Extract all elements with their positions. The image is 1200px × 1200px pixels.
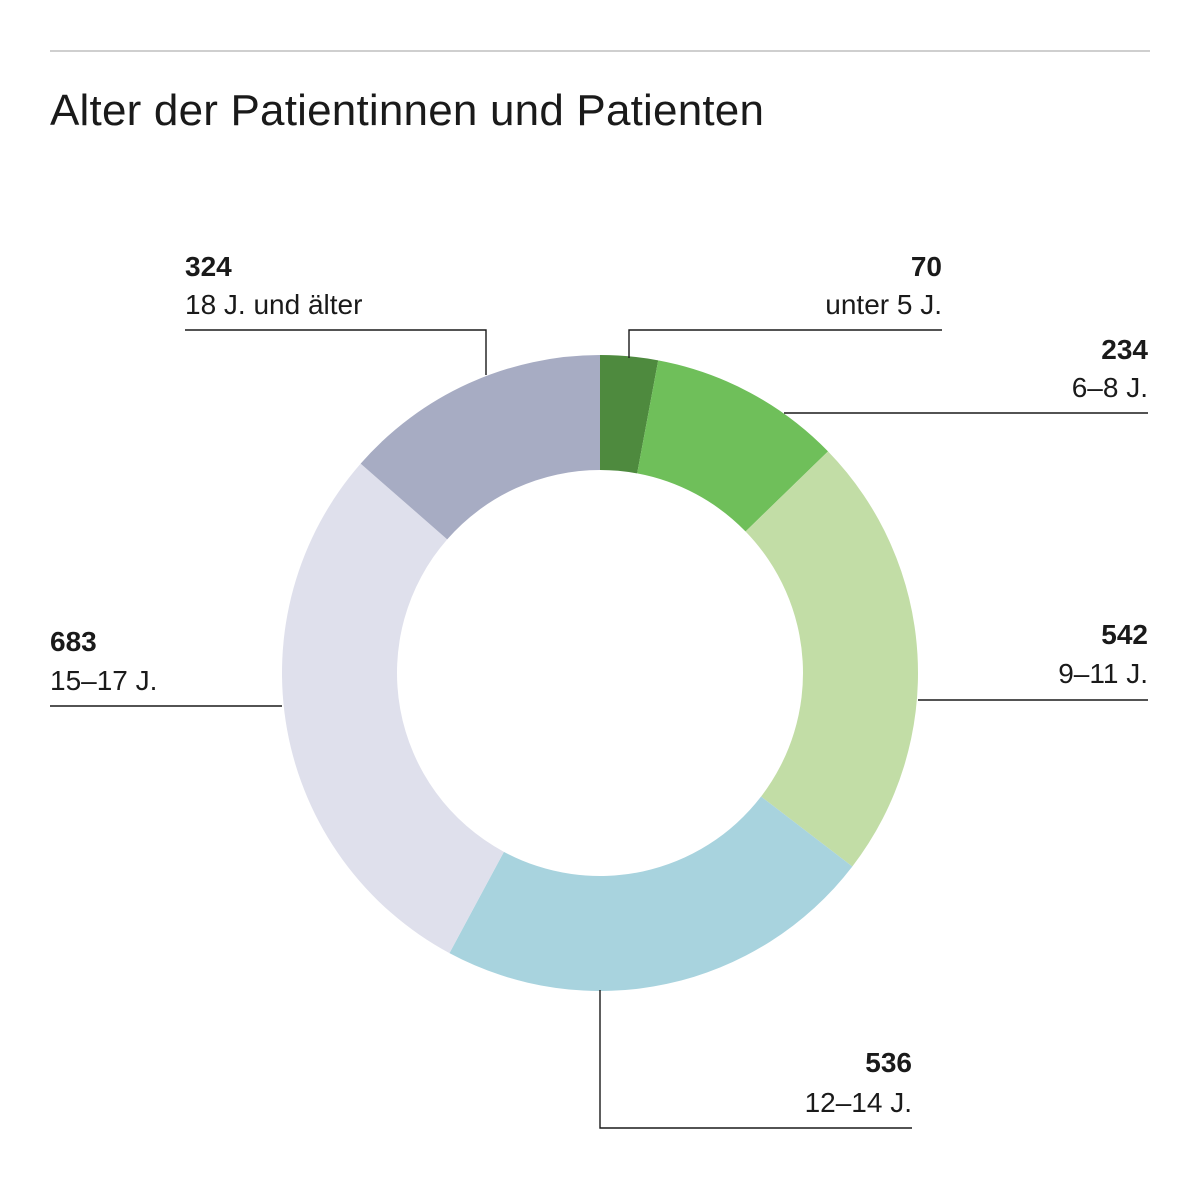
- slice-value-label: 234: [1101, 334, 1148, 365]
- slice-category-label: 12–14 J.: [805, 1087, 912, 1118]
- slice-category-label: 15–17 J.: [50, 665, 157, 696]
- donut-slices: [282, 355, 919, 991]
- donut-slice: [745, 451, 919, 867]
- slice-category-label: unter 5 J.: [825, 289, 942, 320]
- leader-line-18-plus: [185, 329, 487, 375]
- slice-value-label: 542: [1101, 619, 1148, 650]
- leader-line-12-14: [599, 990, 912, 1129]
- top-rule: [50, 50, 1150, 52]
- leader-line-unter-5: [628, 329, 942, 358]
- slice-value-label: 683: [50, 626, 97, 657]
- chart-title: Alter der Patientinnen und Patienten: [50, 86, 765, 135]
- donut-slice: [360, 355, 600, 540]
- donut-slice: [637, 360, 829, 532]
- slice-labels: 70 unter 5 J. 234 6–8 J. 542 9–11 J. 536…: [50, 251, 1148, 1118]
- slice-category-label: 9–11 J.: [1058, 658, 1148, 689]
- donut-slice: [282, 463, 504, 954]
- slice-category-label: 6–8 J.: [1072, 372, 1148, 403]
- slice-value-label: 324: [185, 251, 232, 282]
- slice-value-label: 70: [911, 251, 942, 282]
- slice-category-label: 18 J. und älter: [185, 289, 362, 320]
- leader-lines: [50, 329, 1148, 1129]
- donut-slice: [449, 796, 853, 991]
- donut-slice: [600, 355, 659, 474]
- slice-value-label: 536: [865, 1047, 912, 1078]
